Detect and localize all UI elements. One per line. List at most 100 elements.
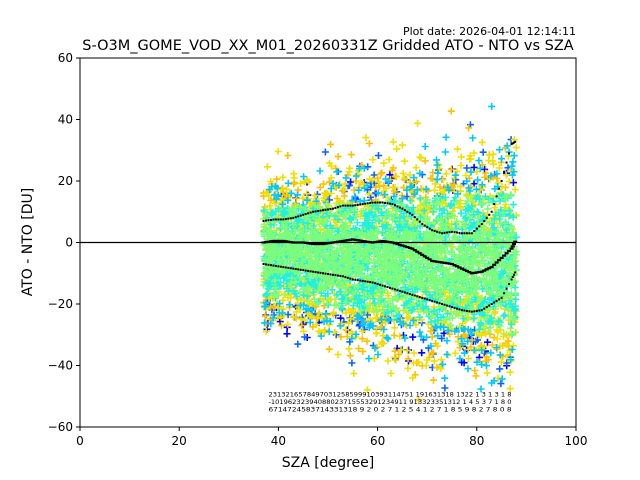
upper-std-marker: [510, 143, 513, 146]
lower-std-marker: [438, 302, 441, 305]
lower-std-marker: [431, 299, 434, 302]
lower-std-marker: [403, 291, 406, 294]
upper-std-marker: [269, 218, 272, 221]
lower-std-marker: [446, 304, 449, 307]
mean-marker: [273, 239, 278, 243]
upper-std-marker: [393, 204, 396, 207]
lower-std-marker: [364, 280, 367, 283]
lower-std-marker: [334, 274, 337, 277]
upper-std-marker: [381, 201, 384, 204]
mean-marker: [343, 239, 348, 242]
lower-std-marker: [500, 296, 503, 299]
lower-std-marker: [505, 287, 508, 290]
mean-marker: [333, 241, 338, 244]
mean-marker: [464, 269, 469, 273]
lower-std-marker: [448, 305, 451, 308]
mean-marker: [281, 239, 286, 243]
mean-marker: [479, 270, 484, 273]
y-tick-label: 20: [58, 174, 73, 188]
lower-std-marker: [470, 310, 473, 313]
mean-marker: [450, 262, 454, 266]
lower-std-marker: [336, 274, 339, 277]
lower-std-marker: [416, 295, 419, 298]
lower-std-marker: [307, 269, 310, 272]
mean-marker: [276, 239, 281, 243]
upper-std-marker: [262, 219, 265, 222]
mean-marker: [316, 242, 321, 246]
lower-std-marker: [292, 267, 295, 270]
stat-markers: [261, 140, 518, 313]
mean-marker: [340, 239, 345, 243]
upper-std-marker: [312, 210, 315, 213]
upper-std-marker: [511, 142, 514, 145]
mean-marker: [383, 240, 388, 243]
upper-std-marker: [493, 203, 496, 206]
mean-marker: [405, 246, 410, 249]
lower-std-marker: [396, 289, 399, 292]
upper-std-marker: [480, 223, 483, 226]
lower-std-marker: [324, 272, 327, 275]
upper-std-marker: [334, 206, 337, 209]
lower-std-marker: [371, 281, 374, 284]
lower-std-marker: [495, 299, 498, 302]
mean-marker: [440, 261, 445, 264]
upper-std-marker: [498, 187, 501, 190]
upper-std-marker: [341, 204, 344, 207]
lower-std-marker: [490, 303, 493, 305]
mean-marker: [477, 270, 482, 274]
lower-std-marker: [319, 271, 322, 274]
mean-marker: [311, 242, 316, 246]
upper-std-marker: [327, 208, 329, 211]
mean-marker: [328, 241, 333, 244]
lower-std-marker: [514, 271, 517, 274]
lower-std-marker: [503, 292, 506, 295]
upper-std-marker: [344, 204, 347, 207]
lower-std-marker: [279, 265, 282, 268]
upper-std-marker: [319, 209, 322, 212]
mean-marker: [348, 238, 353, 241]
mean-marker: [412, 249, 417, 252]
count-annotation-mins: -10196232394088023715553291234911 913323…: [268, 398, 511, 406]
x-tick-label: 80: [469, 434, 484, 448]
upper-std-marker: [428, 227, 431, 230]
lower-std-marker: [511, 276, 514, 279]
lower-std-marker: [493, 301, 496, 304]
upper-std-marker: [468, 232, 471, 235]
mean-marker: [507, 249, 512, 253]
mean-marker: [291, 241, 296, 244]
lower-std-marker: [267, 263, 270, 266]
upper-std-marker: [336, 206, 339, 209]
upper-std-marker: [508, 152, 511, 155]
mean-marker: [445, 262, 450, 265]
mean-marker: [400, 244, 405, 247]
mean-marker: [350, 238, 355, 241]
mean-marker: [370, 241, 375, 244]
lower-std-marker: [327, 273, 329, 276]
upper-std-marker: [302, 213, 305, 216]
lower-std-marker: [421, 296, 424, 299]
y-tick-label: −40: [48, 359, 73, 373]
upper-std-marker: [411, 213, 414, 216]
upper-std-marker: [366, 202, 369, 205]
lower-std-marker: [304, 269, 307, 272]
mean-marker: [437, 261, 442, 264]
upper-std-marker: [282, 218, 285, 221]
mean-marker: [410, 247, 415, 250]
y-axis: −60 −40 −20 0 20 40 60: [48, 51, 80, 434]
y-axis-label: ATO - NTO [DU]: [20, 188, 36, 296]
mean-marker: [323, 242, 328, 245]
y-tick-label: −20: [48, 297, 73, 311]
mean-marker: [472, 271, 477, 274]
lower-std-marker: [436, 301, 439, 304]
upper-std-marker: [416, 218, 419, 221]
mean-marker: [499, 256, 504, 259]
mean-marker: [303, 241, 308, 244]
lower-std-marker: [329, 273, 332, 276]
lower-std-marker: [408, 293, 411, 296]
upper-std-marker: [364, 202, 367, 205]
lower-std-marker: [331, 273, 334, 276]
upper-std-marker: [500, 180, 503, 182]
lower-std-marker: [312, 270, 315, 273]
lower-std-marker: [391, 287, 394, 290]
mean-marker: [482, 269, 487, 272]
